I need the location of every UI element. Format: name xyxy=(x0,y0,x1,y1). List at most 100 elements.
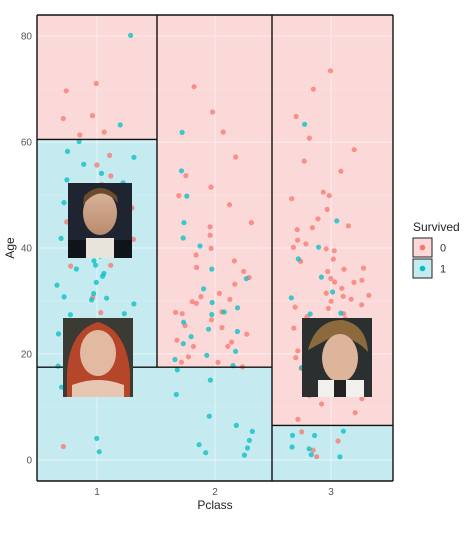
point-survived-0 xyxy=(319,401,325,407)
point-survived-0 xyxy=(335,438,341,444)
region-5 xyxy=(272,425,393,481)
point-survived-1 xyxy=(67,312,73,318)
point-survived-1 xyxy=(206,413,212,419)
point-survived-0 xyxy=(320,189,326,195)
point-survived-0 xyxy=(306,135,312,141)
point-survived-1 xyxy=(249,428,255,434)
point-survived-0 xyxy=(314,454,320,460)
y-axis-ticks: 0 20 40 60 80 xyxy=(21,32,33,467)
point-survived-0 xyxy=(301,158,307,164)
point-survived-0 xyxy=(215,359,221,365)
point-survived-0 xyxy=(193,252,199,258)
point-survived-0 xyxy=(323,246,329,252)
point-survived-0 xyxy=(207,224,213,230)
point-survived-1 xyxy=(180,235,186,241)
point-survived-1 xyxy=(209,299,215,306)
point-survived-1 xyxy=(98,170,105,176)
point-survived-1 xyxy=(73,266,79,272)
point-survived-0 xyxy=(226,202,233,208)
point-survived-1 xyxy=(93,262,99,268)
point-survived-1 xyxy=(209,311,215,318)
point-survived-1 xyxy=(203,450,209,456)
point-survived-0 xyxy=(339,285,345,291)
point-survived-1 xyxy=(64,148,71,154)
point-survived-0 xyxy=(351,147,357,153)
point-survived-1 xyxy=(93,279,99,285)
point-survived-0 xyxy=(352,410,358,416)
point-survived-0 xyxy=(244,331,250,337)
portrait-man-icon xyxy=(68,183,132,258)
point-survived-1 xyxy=(117,122,123,128)
point-survived-0 xyxy=(325,268,331,275)
point-survived-0 xyxy=(327,68,334,74)
point-survived-1 xyxy=(308,452,314,458)
point-survived-1 xyxy=(174,367,180,373)
point-survived-0 xyxy=(225,343,231,349)
y-tick-label: 40 xyxy=(21,244,33,255)
point-survived-0 xyxy=(289,196,295,202)
point-survived-0 xyxy=(77,132,83,138)
point-survived-0 xyxy=(315,216,321,222)
point-survived-0 xyxy=(229,339,235,345)
point-survived-0 xyxy=(231,258,237,264)
x-tick-label: 3 xyxy=(328,487,334,498)
point-survived-0 xyxy=(98,310,104,316)
point-survived-0 xyxy=(303,241,309,247)
point-survived-1 xyxy=(197,243,203,249)
point-survived-1 xyxy=(61,200,67,206)
point-survived-0 xyxy=(178,359,185,365)
legend-dot-0 xyxy=(419,244,426,251)
point-survived-0 xyxy=(107,152,113,158)
point-survived-1 xyxy=(121,311,127,317)
legend-label-0: 0 xyxy=(440,243,446,255)
point-survived-1 xyxy=(131,154,137,160)
point-survived-0 xyxy=(325,305,331,311)
point-survived-1 xyxy=(54,282,60,288)
point-survived-0 xyxy=(299,429,305,435)
point-survived-1 xyxy=(96,449,102,455)
point-survived-0 xyxy=(94,162,100,168)
point-survived-1 xyxy=(337,454,343,460)
point-survived-0 xyxy=(294,227,300,233)
point-survived-0 xyxy=(248,220,254,226)
point-survived-1 xyxy=(76,138,82,145)
point-survived-1 xyxy=(94,435,100,441)
point-survived-0 xyxy=(324,206,330,212)
point-survived-0 xyxy=(68,263,74,269)
point-survived-1 xyxy=(101,270,107,277)
point-survived-0 xyxy=(332,279,338,285)
y-axis-title: Age xyxy=(3,237,17,259)
point-survived-1 xyxy=(55,331,62,337)
point-survived-1 xyxy=(334,218,340,224)
point-survived-0 xyxy=(328,275,334,282)
point-survived-1 xyxy=(131,301,137,307)
point-survived-1 xyxy=(204,352,210,358)
legend-label-1: 1 xyxy=(440,264,446,276)
point-survived-1 xyxy=(61,294,67,300)
point-survived-0 xyxy=(290,244,296,250)
point-survived-0 xyxy=(208,245,214,251)
x-tick-label: 2 xyxy=(212,487,218,498)
y-tick-label: 20 xyxy=(21,349,33,360)
point-survived-0 xyxy=(101,129,107,135)
point-survived-0 xyxy=(207,232,213,238)
point-survived-0 xyxy=(216,290,222,296)
point-survived-0 xyxy=(351,279,357,285)
legend: Survived 0 1 xyxy=(412,220,460,279)
point-survived-1 xyxy=(338,310,344,316)
point-survived-1 xyxy=(246,437,252,443)
point-survived-1 xyxy=(181,220,187,226)
point-survived-0 xyxy=(293,113,299,120)
point-survived-0 xyxy=(345,223,351,229)
point-survived-0 xyxy=(189,299,195,305)
point-survived-0 xyxy=(194,264,200,271)
point-survived-1 xyxy=(288,295,294,301)
point-survived-0 xyxy=(360,265,367,271)
point-survived-0 xyxy=(310,447,316,453)
point-survived-1 xyxy=(58,235,64,241)
point-survived-1 xyxy=(295,256,301,262)
point-survived-1 xyxy=(64,177,70,183)
point-survived-0 xyxy=(210,109,216,115)
point-survived-0 xyxy=(348,296,354,302)
